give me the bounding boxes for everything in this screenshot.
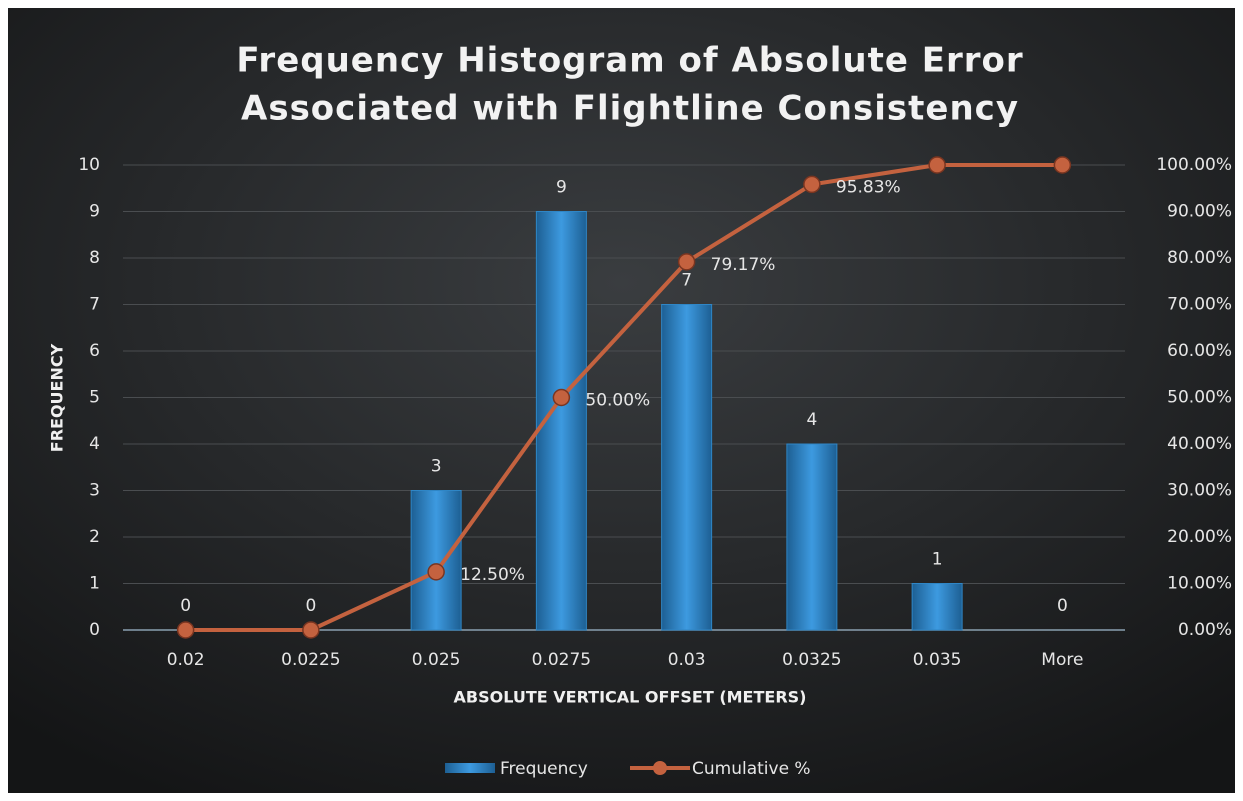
data-label: 7	[681, 271, 692, 291]
x-tick-label: 0.035	[913, 650, 962, 670]
y2-tick-label: 40.00%	[1167, 434, 1232, 454]
y2-tick-label: 0.00%	[1178, 620, 1232, 640]
data-label: 95.83%	[836, 177, 901, 197]
y2-tick-label: 90.00%	[1167, 202, 1232, 222]
y-tick-label: 5	[89, 388, 100, 408]
x-tick-label: 0.0275	[532, 650, 591, 670]
line-marker	[677, 253, 696, 271]
bar	[410, 490, 462, 631]
y2-tick-label: 30.00%	[1167, 481, 1232, 501]
y2-tick-label: 100.00%	[1156, 155, 1232, 175]
y2-tick-label: 60.00%	[1167, 341, 1232, 361]
legend-swatch	[445, 763, 495, 773]
x-tick-label: More	[1041, 650, 1083, 670]
y-tick-label: 1	[89, 574, 100, 594]
y-tick-label: 7	[89, 295, 100, 315]
y-tick-label: 2	[89, 527, 100, 547]
data-label: 3	[431, 457, 442, 477]
legend-label: Cumulative %	[692, 759, 811, 779]
data-label: 1	[932, 550, 943, 570]
x-tick-label: 0.03	[668, 650, 706, 670]
x-tick-label: 0.025	[412, 650, 461, 670]
data-label: 50.00%	[585, 391, 650, 411]
y-tick-label: 10	[78, 155, 100, 175]
chart-title: Associated with Flightline Consistency	[241, 89, 1019, 129]
x-tick-label: 0.0225	[281, 650, 340, 670]
line-marker	[552, 388, 571, 407]
y2-tick-label: 10.00%	[1167, 574, 1232, 594]
y2-tick-label: 80.00%	[1167, 248, 1232, 268]
data-label: 0	[180, 596, 191, 616]
chart-title: Frequency Histogram of Absolute Error	[236, 41, 1023, 81]
x-axis-title: ABSOLUTE VERTICAL OFFSET (METERS)	[454, 688, 807, 707]
line-marker	[176, 621, 195, 639]
x-tick-label: 0.02	[167, 650, 205, 670]
data-label: 79.17%	[711, 255, 776, 275]
bar	[911, 583, 963, 631]
y-tick-label: 0	[89, 620, 100, 640]
y2-tick-label: 20.00%	[1167, 527, 1232, 547]
legend-swatch	[653, 761, 667, 775]
data-label: 0	[1057, 596, 1068, 616]
data-label: 0	[305, 596, 316, 616]
line-marker	[427, 563, 445, 581]
background	[8, 8, 1235, 793]
x-tick-label: 0.0325	[782, 650, 841, 670]
y-tick-label: 4	[89, 434, 100, 454]
y-tick-label: 9	[89, 202, 100, 222]
y-tick-label: 6	[89, 341, 100, 361]
y2-tick-label: 70.00%	[1167, 295, 1232, 315]
y-tick-label: 8	[89, 248, 100, 268]
y-tick-label: 3	[89, 481, 100, 501]
data-label: 12.50%	[460, 565, 525, 585]
line-marker	[1053, 156, 1072, 174]
line-marker	[302, 621, 320, 639]
data-label: 4	[806, 410, 817, 430]
y-axis-title: FREQUENCY	[48, 343, 67, 452]
line-marker	[803, 175, 821, 194]
bar	[786, 443, 838, 631]
line-marker	[928, 156, 946, 174]
bar	[661, 304, 713, 631]
data-label: 9	[556, 178, 567, 198]
cumulative-line	[185, 163, 1063, 632]
legend-label: Frequency	[500, 759, 588, 779]
y2-tick-label: 50.00%	[1167, 388, 1232, 408]
